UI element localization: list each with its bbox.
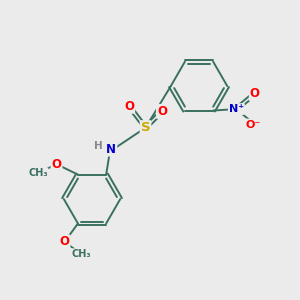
Text: S: S <box>141 121 150 134</box>
Text: O⁻: O⁻ <box>246 119 261 130</box>
Text: N⁺: N⁺ <box>229 104 244 114</box>
Text: N: N <box>106 142 116 156</box>
Text: O: O <box>59 236 70 248</box>
Text: O: O <box>157 105 167 118</box>
Text: H: H <box>94 141 103 151</box>
Text: CH₃: CH₃ <box>71 249 91 259</box>
Text: O: O <box>124 100 134 113</box>
Text: O: O <box>52 158 61 171</box>
Text: CH₃: CH₃ <box>28 168 48 178</box>
Text: O: O <box>250 87 260 100</box>
